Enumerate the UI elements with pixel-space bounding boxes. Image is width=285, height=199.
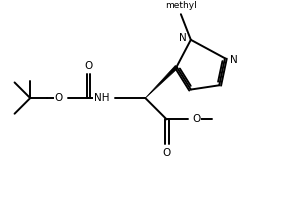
Text: O: O xyxy=(162,148,171,158)
Text: methyl: methyl xyxy=(165,1,197,10)
Text: N: N xyxy=(230,55,238,65)
Text: O: O xyxy=(84,61,93,71)
Polygon shape xyxy=(145,65,178,98)
Text: N: N xyxy=(179,32,187,43)
Text: NH: NH xyxy=(94,93,109,103)
Text: O: O xyxy=(55,93,63,103)
Text: O: O xyxy=(192,114,201,124)
